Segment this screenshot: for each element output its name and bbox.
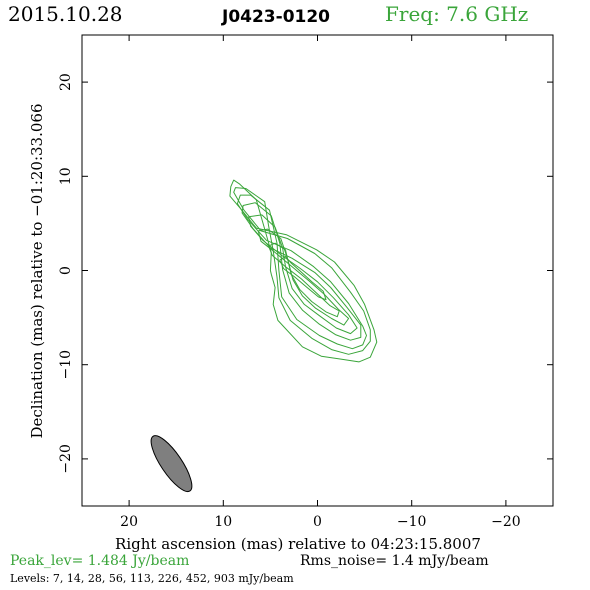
x-tick-label: 10 [214, 514, 232, 530]
axis-ticks [82, 35, 553, 506]
contour-line [236, 194, 367, 350]
source-name: J0423-0120 [222, 7, 331, 27]
tick-labels: 20 10 0 −10 −20 20 10 0 −10 −20 [58, 73, 521, 530]
x-tick-label: 0 [313, 514, 322, 530]
y-tick-label: −10 [58, 350, 74, 380]
x-axis-label: Right ascension (mas) relative to 04:23:… [115, 535, 481, 553]
frequency-label: Freq: 7.6 GHz [385, 2, 529, 26]
rms-noise: Rms_noise= 1.4 mJy/beam [300, 553, 489, 569]
contour-line [233, 187, 371, 355]
y-tick-label: 10 [58, 167, 74, 185]
contour-line [268, 242, 340, 318]
y-axis-label: Declination (mas) relative to −01:20:33.… [28, 103, 46, 438]
beam-group [150, 435, 193, 493]
contour-line [279, 255, 327, 301]
peak-level: Peak_lev= 1.484 Jy/beam [10, 553, 190, 569]
beam-ellipse [150, 435, 193, 493]
y-tick-label: 20 [58, 73, 74, 91]
observation-date: 2015.10.28 [8, 2, 123, 26]
y-tick-label: −20 [58, 444, 74, 474]
contour-line [241, 202, 362, 341]
x-tick-label: 20 [120, 514, 138, 530]
x-tick-label: −10 [397, 514, 427, 530]
contour-levels: Levels: 7, 14, 28, 56, 113, 226, 452, 90… [10, 572, 294, 585]
y-tick-label: 0 [58, 266, 74, 275]
contour-line [229, 179, 378, 363]
contour-line [257, 228, 350, 326]
x-tick-label: −20 [491, 514, 521, 530]
contour-group [229, 179, 378, 363]
contour-line [248, 214, 358, 335]
